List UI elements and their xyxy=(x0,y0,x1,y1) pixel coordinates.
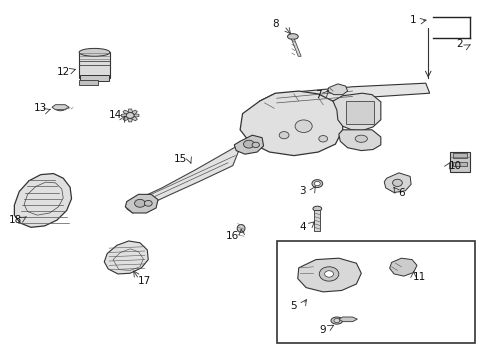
Bar xyxy=(277,241,475,343)
Polygon shape xyxy=(128,118,133,122)
Ellipse shape xyxy=(288,34,298,40)
Bar xyxy=(450,152,470,172)
Text: 15: 15 xyxy=(174,154,187,164)
Text: 14: 14 xyxy=(109,111,122,121)
Ellipse shape xyxy=(79,48,110,56)
Polygon shape xyxy=(125,194,158,213)
Text: 7: 7 xyxy=(315,90,321,100)
Bar xyxy=(453,162,467,166)
Polygon shape xyxy=(390,258,417,276)
Polygon shape xyxy=(52,105,69,110)
Ellipse shape xyxy=(145,201,152,206)
Ellipse shape xyxy=(315,181,320,186)
Polygon shape xyxy=(240,91,343,156)
Text: 5: 5 xyxy=(291,301,297,311)
Polygon shape xyxy=(234,135,264,154)
Polygon shape xyxy=(292,39,301,56)
Ellipse shape xyxy=(312,180,323,188)
Ellipse shape xyxy=(319,267,339,281)
Text: 2: 2 xyxy=(457,39,464,49)
Ellipse shape xyxy=(237,225,245,232)
Polygon shape xyxy=(257,83,430,110)
Bar xyxy=(453,153,467,158)
Polygon shape xyxy=(104,241,148,274)
Text: 16: 16 xyxy=(226,231,240,240)
Text: 4: 4 xyxy=(299,222,306,232)
Text: 8: 8 xyxy=(272,19,279,29)
Ellipse shape xyxy=(279,132,289,139)
Text: 3: 3 xyxy=(299,186,306,197)
Ellipse shape xyxy=(126,113,134,118)
Polygon shape xyxy=(131,110,137,115)
Ellipse shape xyxy=(252,142,259,148)
Text: 13: 13 xyxy=(34,103,48,113)
Polygon shape xyxy=(339,317,357,321)
Bar xyxy=(345,102,374,124)
Text: 17: 17 xyxy=(138,276,151,286)
Ellipse shape xyxy=(392,179,402,186)
Ellipse shape xyxy=(355,135,368,142)
Ellipse shape xyxy=(55,106,65,111)
Bar xyxy=(80,75,109,81)
Text: 11: 11 xyxy=(413,272,427,282)
Ellipse shape xyxy=(313,206,322,211)
Polygon shape xyxy=(122,114,126,117)
Polygon shape xyxy=(315,211,320,231)
Text: 18: 18 xyxy=(9,215,22,225)
Polygon shape xyxy=(14,174,72,227)
Polygon shape xyxy=(128,109,133,113)
Polygon shape xyxy=(131,116,137,121)
Ellipse shape xyxy=(244,140,254,148)
Ellipse shape xyxy=(135,199,146,207)
Polygon shape xyxy=(339,130,381,150)
Ellipse shape xyxy=(295,120,312,132)
Polygon shape xyxy=(384,173,411,193)
Bar xyxy=(78,52,110,78)
Polygon shape xyxy=(123,116,129,121)
Polygon shape xyxy=(123,110,129,115)
Text: 1: 1 xyxy=(410,15,417,26)
Polygon shape xyxy=(134,114,139,117)
Ellipse shape xyxy=(325,271,333,277)
Polygon shape xyxy=(298,258,361,292)
Ellipse shape xyxy=(331,317,343,324)
Polygon shape xyxy=(333,93,381,131)
Text: 12: 12 xyxy=(57,67,70,77)
Text: 10: 10 xyxy=(448,161,462,171)
Polygon shape xyxy=(127,140,248,213)
Polygon shape xyxy=(327,84,347,95)
Text: 9: 9 xyxy=(320,325,326,334)
Text: 6: 6 xyxy=(398,188,405,198)
Bar xyxy=(79,80,98,85)
Ellipse shape xyxy=(319,135,328,142)
Ellipse shape xyxy=(334,319,340,323)
